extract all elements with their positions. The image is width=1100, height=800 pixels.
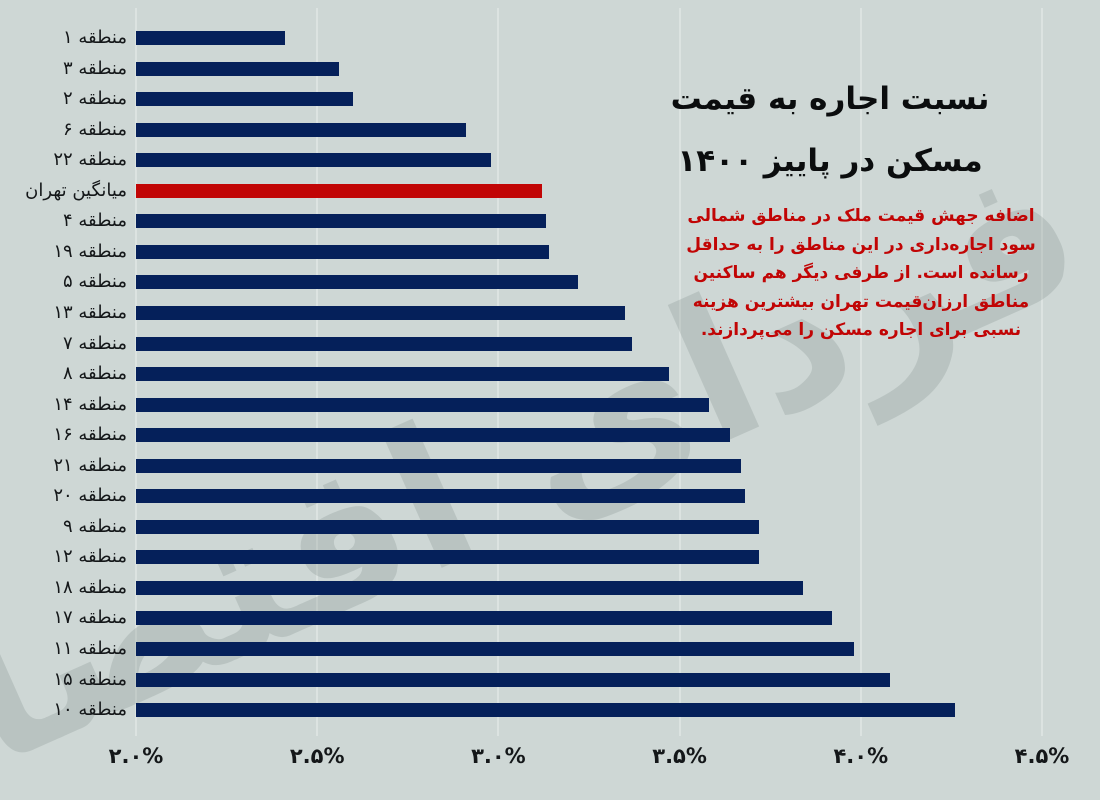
x-axis-tick-label: ۳.۵% <box>653 744 708 768</box>
bar <box>137 611 833 626</box>
bar <box>137 397 710 412</box>
bar <box>137 580 804 595</box>
y-axis-label: منطقه ۱۹ <box>54 240 128 262</box>
bar <box>137 244 551 259</box>
bar <box>137 489 746 504</box>
bar <box>137 31 286 45</box>
y-axis-label: منطقه ۱۳ <box>54 301 128 323</box>
annotation-line: نسبی برای اجاره مسکن را می‌پردازند. <box>701 320 1023 340</box>
annotation-line: رسانده است. از طرفی دیگر هم ساکنین <box>694 263 1030 283</box>
y-axis-label: منطقه ۲ <box>64 88 128 110</box>
bar <box>137 703 957 718</box>
x-axis-tick-label: ۳.۰% <box>472 744 527 768</box>
y-axis-label: منطقه ۱۱ <box>54 638 128 659</box>
bar <box>137 519 761 534</box>
y-axis-label: منطقه ۹ <box>64 515 128 537</box>
annotation-line: سود اجاره‌داری در این مناطق را به حداقل <box>687 234 1037 255</box>
y-axis-label: منطقه ۱۶ <box>54 424 128 446</box>
bar <box>137 642 855 656</box>
x-axis-tick-label: ۲.۰% <box>109 744 165 768</box>
annotation-paragraph: اضافه جهش قیمت ملک در مناطق شمالی سود اج… <box>662 202 1062 345</box>
bar <box>137 122 467 137</box>
y-axis-label: منطقه ۶ <box>64 118 128 140</box>
y-axis-label: منطقه ۱۸ <box>54 576 128 598</box>
bar <box>137 458 743 473</box>
bar <box>137 92 355 107</box>
y-axis-label: منطقه ۲۲ <box>54 149 128 171</box>
x-axis-tick-label: ۴.۵% <box>1015 744 1071 768</box>
gridline <box>679 8 682 736</box>
x-axis-tick-label: ۴.۰% <box>834 744 890 768</box>
y-axis-label: منطقه ۷ <box>64 332 128 354</box>
bar <box>137 336 634 351</box>
y-axis-label: منطقه ۱۴ <box>54 393 128 415</box>
y-axis-label: منطقه ۱۰ <box>54 699 128 721</box>
bar-tehran-average <box>137 183 543 198</box>
y-axis-label: منطقه ۵ <box>64 271 128 293</box>
y-axis-label: منطقه ۳ <box>64 57 128 79</box>
bar <box>137 428 732 443</box>
chart-title-line-2: مسکن در پاییز ۱۴۰۰ <box>678 143 984 179</box>
annotation-line: مناطق ارزان‌قیمت تهران بیشترین هزینه <box>693 291 1031 312</box>
y-axis-label: منطقه ۴ <box>64 210 128 232</box>
bar <box>137 214 547 229</box>
bar <box>137 153 493 168</box>
y-axis-label: منطقه ۲۱ <box>54 454 128 476</box>
x-axis-tick-label: ۲.۵% <box>290 744 346 768</box>
bar <box>137 672 891 687</box>
chart-title-line-1: نسبت اجاره به قیمت <box>671 81 991 117</box>
y-axis-label: منطقه ۸ <box>64 363 128 385</box>
bar <box>137 367 670 382</box>
gridline <box>860 8 863 736</box>
y-axis-label: میانگین تهران <box>26 179 128 201</box>
y-axis-label: منطقه ۲۰ <box>54 485 128 507</box>
annotation-line: اضافه جهش قیمت ملک در مناطق شمالی <box>688 206 1036 226</box>
y-axis-label: منطقه ۱۵ <box>54 668 128 690</box>
bar <box>137 61 340 76</box>
bar <box>137 550 761 565</box>
y-axis-label: منطقه ۱ <box>64 27 128 48</box>
y-axis-label: منطقه ۱۷ <box>54 607 128 629</box>
bar <box>137 305 627 320</box>
gridline <box>1042 8 1044 736</box>
chart-title: نسبت اجاره به قیمت مسکن در پاییز ۱۴۰۰ <box>631 68 1031 192</box>
y-axis-label: منطقه ۱۲ <box>54 546 128 568</box>
bar <box>137 275 580 290</box>
